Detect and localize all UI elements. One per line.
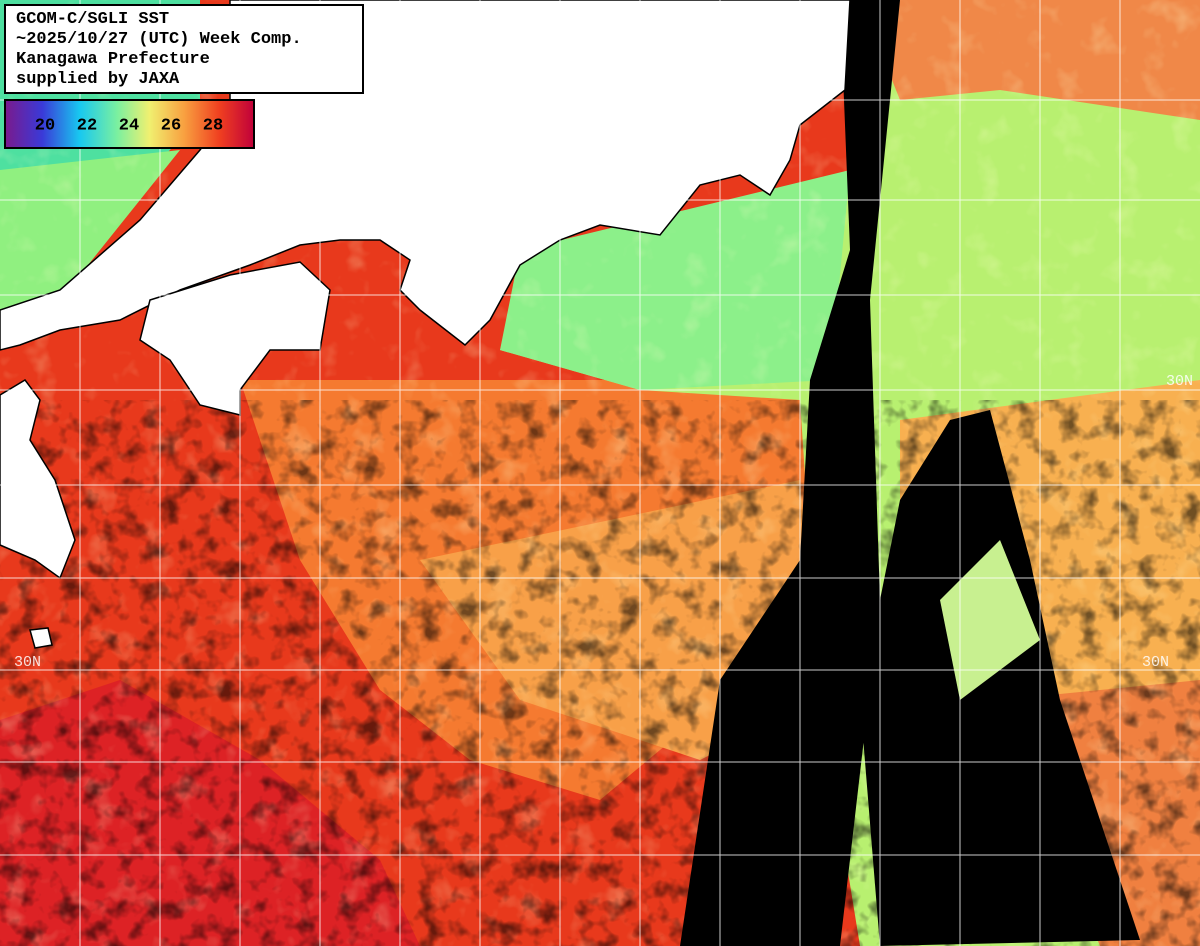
title-line: Kanagawa Prefecture xyxy=(16,50,210,69)
grid-label: 30N xyxy=(14,654,41,671)
title-line: GCOM-C/SGLI SST xyxy=(16,10,169,29)
title-box: GCOM-C/SGLI SST~2025/10/27 (UTC) Week Co… xyxy=(4,4,364,94)
title-line: ~2025/10/27 (UTC) Week Comp. xyxy=(16,30,302,49)
land xyxy=(0,0,851,649)
colorbar-tick-label: 28 xyxy=(203,116,223,135)
grid-label: 30N xyxy=(1142,654,1169,671)
grid-label: 30N xyxy=(1166,373,1193,390)
colorbar: 20 22 24 26 28 xyxy=(4,99,255,149)
colorbar-tick-label: 22 xyxy=(77,116,97,135)
colorbar-tick-label: 20 xyxy=(35,116,55,135)
grid-labels: 135E 30N 30N 30N xyxy=(14,10,1193,671)
grid-label: 135E xyxy=(485,10,502,46)
colorbar-tick-label: 24 xyxy=(119,116,139,135)
title-line: supplied by JAXA xyxy=(16,70,180,89)
colorbar-tick-label: 26 xyxy=(161,116,181,135)
